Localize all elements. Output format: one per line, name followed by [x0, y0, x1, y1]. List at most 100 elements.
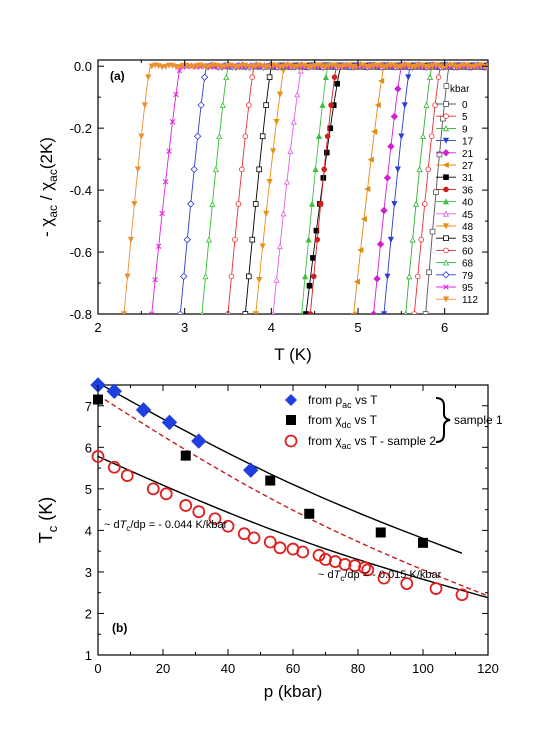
- data-point: [134, 166, 141, 173]
- text-span: - χ: [37, 218, 56, 237]
- data-point: [398, 63, 405, 70]
- legend-label: 68: [462, 259, 474, 270]
- text-span: c: [126, 524, 130, 533]
- y-tick-label: 5: [85, 482, 92, 497]
- x-tick-label: 40: [221, 661, 235, 676]
- series-line: [309, 64, 488, 314]
- fit-line-dashed: [97, 394, 489, 597]
- data-point: [249, 74, 256, 81]
- y-tick-label: 3: [85, 565, 92, 580]
- data-point: [208, 512, 222, 526]
- text-span: from χ: [308, 434, 342, 448]
- data-point: [350, 310, 357, 314]
- data-point: [335, 64, 342, 71]
- data-point: [338, 558, 352, 571]
- data-point: [159, 64, 166, 71]
- x-tick-label: 100: [412, 661, 434, 676]
- data-point: [193, 63, 200, 70]
- data-point: [228, 273, 235, 280]
- data-point: [219, 101, 226, 108]
- data-point: [276, 242, 284, 250]
- data-point: [296, 545, 310, 559]
- panel-b-x-ticks: 0 20 40 60 80 100 120: [94, 385, 499, 676]
- data-point: [425, 166, 432, 173]
- data-point: [339, 63, 346, 70]
- x-tick-label: 80: [351, 661, 365, 676]
- legend-label: 95: [462, 283, 474, 294]
- data-point: [413, 200, 420, 207]
- legend-entry-45: 45: [436, 210, 474, 221]
- data-point: [418, 537, 428, 548]
- data-point: [169, 119, 176, 125]
- text-span: ac: [342, 441, 352, 451]
- legend-label: 60: [462, 246, 474, 257]
- data-point: [367, 156, 374, 163]
- data-point: [176, 310, 185, 314]
- legend-marker: [443, 284, 449, 290]
- data-point: [259, 243, 266, 250]
- data-point: [411, 311, 418, 314]
- data-point: [127, 236, 134, 243]
- legend-label: 45: [462, 210, 474, 221]
- legend-marker: [442, 137, 450, 144]
- data-point: [319, 101, 326, 108]
- legend-entry-79: 79: [436, 271, 474, 282]
- data-point: [161, 414, 178, 431]
- data-point: [307, 311, 314, 314]
- data-point: [432, 102, 438, 108]
- y-tick-label: 2: [85, 606, 92, 621]
- data-point: [375, 527, 386, 538]
- text-span: dc: [342, 420, 352, 430]
- data-point: [273, 276, 280, 283]
- legend-entry-68: 68: [436, 259, 474, 270]
- data-point: [310, 255, 316, 261]
- data-point: [141, 102, 148, 109]
- data-point: [353, 64, 360, 71]
- text-span: ac: [46, 205, 60, 218]
- data-point: [380, 206, 388, 215]
- legend-marker: [442, 149, 450, 157]
- panel-a-y-ticks: 0.0 -0.2 -0.4 -0.6 -0.8: [70, 59, 488, 322]
- data-point: [180, 272, 188, 281]
- data-point: [221, 519, 235, 533]
- data-point: [321, 166, 328, 173]
- panel-a-series: [120, 61, 488, 314]
- data-point: [394, 64, 401, 71]
- data-point: [443, 83, 450, 89]
- legend-marker: [443, 186, 449, 193]
- data-point: [370, 63, 377, 70]
- data-point: [124, 273, 131, 280]
- data-point: [426, 64, 433, 71]
- data-point: [200, 310, 204, 314]
- data-point: [145, 74, 152, 81]
- data-point: [436, 151, 443, 158]
- data-point: [276, 91, 284, 98]
- panel-b-fit-lines: [97, 382, 489, 599]
- data-point: [238, 62, 245, 69]
- data-point: [422, 311, 429, 314]
- data-point: [176, 64, 183, 71]
- data-point: [200, 73, 209, 81]
- text-span: from ρ: [308, 393, 342, 407]
- data-point: [400, 577, 414, 590]
- legend-marker: [442, 259, 450, 266]
- series-chi-dc: [93, 394, 428, 548]
- legend-label: 48: [462, 222, 474, 233]
- data-point: [317, 201, 324, 207]
- slope-annotation-left: ~ dTc/dp = - 0.044 K/kbar: [104, 519, 228, 533]
- data-point: [409, 236, 416, 243]
- legend-label: 53: [462, 234, 474, 245]
- data-point: [283, 178, 290, 185]
- data-point: [426, 73, 433, 81]
- legend-label: 0: [462, 100, 468, 111]
- data-point: [455, 588, 469, 602]
- data-point: [172, 64, 180, 71]
- data-point: [190, 64, 197, 71]
- legend-marker: [285, 394, 297, 406]
- data-point: [107, 460, 121, 474]
- text-span: /dp = - 0.015 K/kbar: [344, 569, 441, 581]
- data-point: [414, 273, 421, 280]
- data-point: [353, 278, 360, 285]
- text-span: T: [120, 519, 128, 531]
